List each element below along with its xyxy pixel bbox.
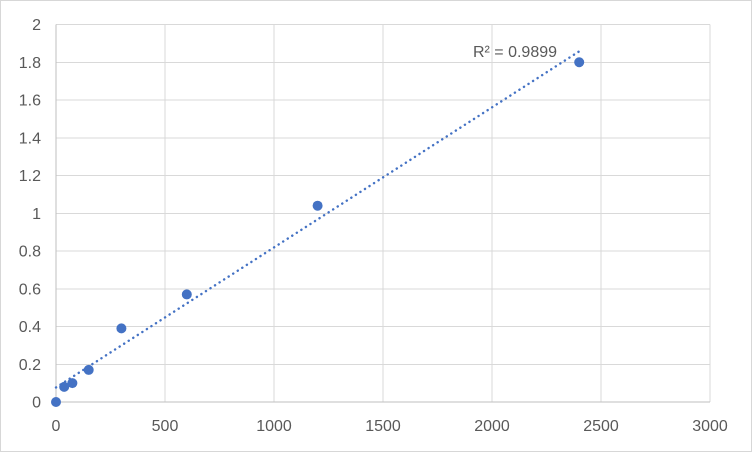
data-point [116,323,127,334]
x-tick-label: 2000 [474,418,510,435]
data-point [83,364,94,375]
y-tick-label: 0 [32,395,41,412]
y-tick-label: 0.8 [19,244,41,261]
x-tick-label: 500 [152,418,179,435]
data-point [51,397,61,407]
trendline-group [54,50,581,389]
y-tick-label: 1.4 [19,130,41,147]
data-point [67,378,78,389]
y-tick-label: 1.6 [19,93,41,110]
y-tick-label: 0.6 [19,281,41,298]
r-squared-label: R² = 0.9899 [473,44,557,61]
tick-labels: 0 500 1000 1500 2000 2500 3000 0 0.2 0.4 0.6 0.8 1 1.… [19,17,728,435]
axes [55,24,710,403]
x-tick-label: 1500 [365,418,401,435]
y-tick-label: 1 [32,206,41,223]
y-tick-label: 1.2 [19,168,41,185]
x-tick-label: 2500 [583,418,619,435]
data-point [312,200,323,211]
data-point [574,57,585,68]
gridlines [56,24,711,402]
y-tick-label: 2 [32,17,41,34]
data-point [59,381,70,392]
x-tick-label: 0 [52,418,61,435]
data-point [181,289,192,300]
y-tick-label: 0.4 [19,319,41,336]
trendline [54,50,581,389]
x-tick-label: 3000 [692,418,728,435]
x-tick-label: 1000 [256,418,292,435]
y-tick-label: 0.2 [19,357,41,374]
y-tick-label: 1.8 [19,55,41,72]
data-points-group [51,57,585,407]
